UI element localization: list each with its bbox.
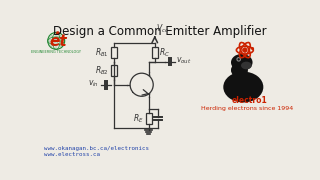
Bar bbox=[111, 66, 117, 76]
Text: $R_{B1}$: $R_{B1}$ bbox=[95, 46, 109, 59]
Circle shape bbox=[237, 58, 240, 60]
Text: $V_{cc}$: $V_{cc}$ bbox=[156, 22, 169, 35]
Text: electro1: electro1 bbox=[232, 96, 267, 105]
Ellipse shape bbox=[223, 72, 263, 102]
Circle shape bbox=[130, 73, 153, 96]
Ellipse shape bbox=[241, 62, 252, 69]
Text: $R_C$: $R_C$ bbox=[159, 46, 171, 59]
Ellipse shape bbox=[231, 62, 248, 78]
Text: et: et bbox=[50, 34, 67, 49]
Text: $v_{out}$: $v_{out}$ bbox=[176, 56, 192, 66]
Circle shape bbox=[243, 48, 247, 52]
Circle shape bbox=[236, 57, 241, 62]
Text: Design a Common Emitter Amplifier: Design a Common Emitter Amplifier bbox=[53, 25, 267, 39]
Text: ENGINEERING TECHNOLOGY: ENGINEERING TECHNOLOGY bbox=[31, 50, 81, 54]
Bar bbox=[111, 47, 117, 58]
Text: Herding electrons since 1994: Herding electrons since 1994 bbox=[201, 106, 293, 111]
Text: $v_{in}$: $v_{in}$ bbox=[88, 79, 99, 89]
Text: $R_E$: $R_E$ bbox=[133, 112, 144, 125]
Bar bbox=[146, 113, 152, 124]
Ellipse shape bbox=[231, 54, 252, 71]
Text: www.okanagan.bc.ca/electronics
www.electross.ca: www.okanagan.bc.ca/electronics www.elect… bbox=[44, 146, 149, 157]
Bar bbox=[152, 47, 158, 58]
Text: $R_{B2}$: $R_{B2}$ bbox=[95, 65, 109, 77]
Circle shape bbox=[48, 32, 65, 49]
Circle shape bbox=[251, 47, 254, 50]
Circle shape bbox=[56, 31, 60, 35]
